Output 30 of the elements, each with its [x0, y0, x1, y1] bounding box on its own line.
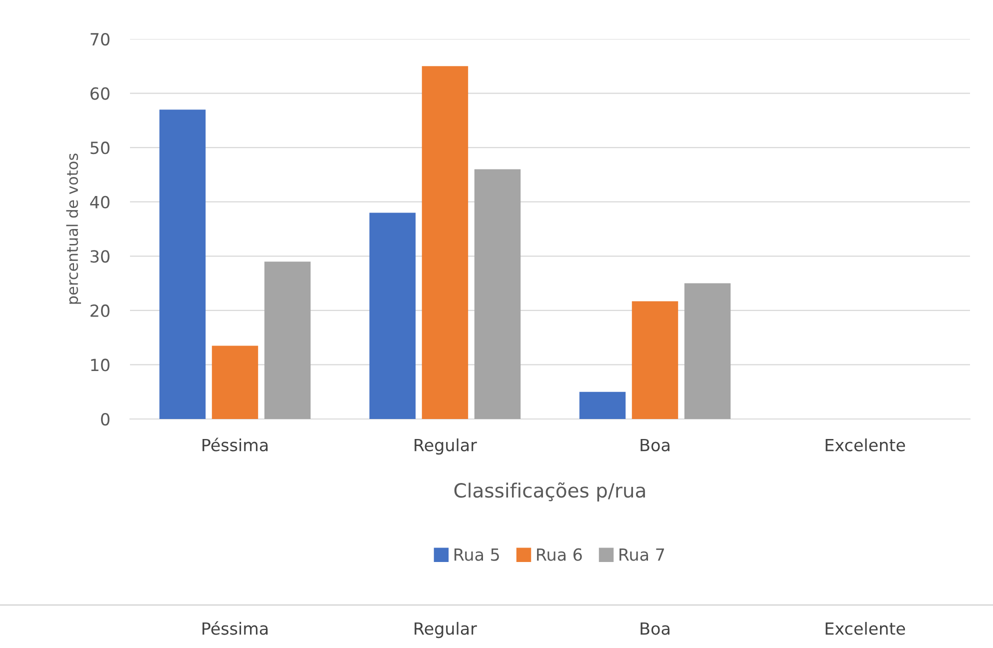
- text: Boa: [640, 622, 670, 635]
- legend-label: Rua 7: [620, 548, 664, 561]
- bar: [264, 262, 311, 419]
- y-axis-title: percentual de votos: [66, 154, 82, 304]
- y-tick-label: 30: [90, 250, 110, 263]
- x-tick-label: Boa: [640, 438, 670, 452]
- bar: [579, 392, 626, 419]
- y-tick-label: 40: [90, 196, 110, 208]
- y-tick-label: 70: [90, 32, 110, 46]
- legend-label: Rua 5: [454, 548, 499, 561]
- bar: [474, 169, 521, 419]
- y-tick-label: 10: [91, 358, 110, 372]
- bar: [684, 283, 731, 419]
- y-tick-label: 50: [90, 142, 110, 154]
- y-tick-label: 60: [90, 87, 110, 100]
- x-tick-label: Excelente: [826, 438, 905, 452]
- text: Excelente: [826, 622, 905, 635]
- bar: [212, 346, 258, 419]
- y-tick-label: 0: [101, 412, 110, 426]
- legend-label: Rua 6: [537, 548, 582, 561]
- bar: [369, 212, 416, 419]
- x-axis-title: Classificações p/rua: [454, 482, 645, 502]
- bar: [159, 110, 206, 419]
- y-tick-label: 20: [90, 304, 110, 317]
- x-tick-label: Péssima: [202, 438, 268, 452]
- text: Regular: [414, 622, 477, 638]
- x-tick-label: Regular: [414, 438, 477, 455]
- bar: [422, 66, 468, 419]
- text: Péssima: [202, 621, 268, 635]
- bar: [632, 301, 678, 419]
